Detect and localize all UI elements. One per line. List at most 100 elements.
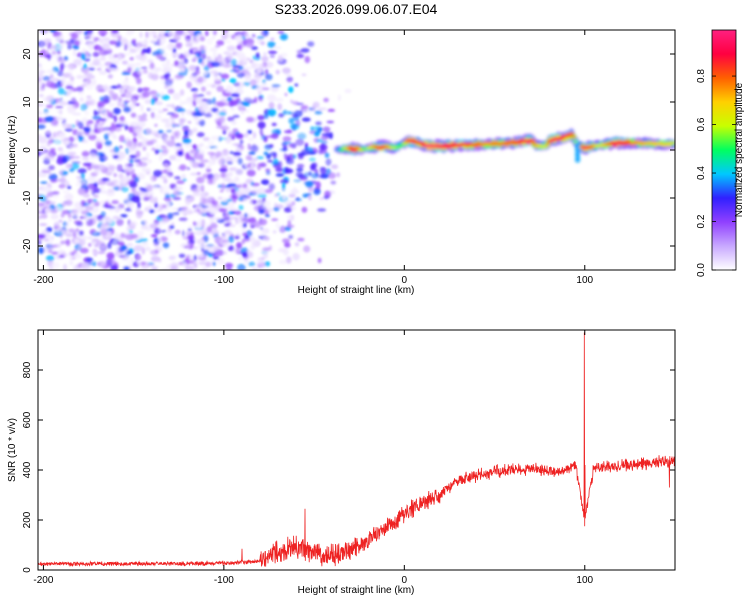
spectrogram-cell <box>187 243 191 250</box>
spectrogram-cell <box>121 71 131 76</box>
spectrogram-cell <box>112 215 120 220</box>
spectrogram-cell <box>140 157 149 161</box>
spectrogram-cell <box>99 96 104 103</box>
spectrogram-cell <box>97 101 105 109</box>
spectrogram-cell <box>279 33 288 41</box>
spectrogram-cell <box>111 58 119 65</box>
spectrogram-cell <box>275 69 280 75</box>
spectrogram-cell <box>81 157 89 160</box>
spectrogram-cell <box>165 45 175 50</box>
spectrogram-cell <box>216 85 224 93</box>
spectrogram-cell <box>199 200 205 206</box>
spectrogram-cell <box>142 91 151 98</box>
spectrogram-cell <box>282 238 290 244</box>
spectrogram-cell <box>46 80 55 88</box>
spectrogram-cell <box>121 85 131 88</box>
spectrogram-cell <box>288 193 296 198</box>
spectrogram-cell <box>151 93 159 98</box>
spectrogram-cell <box>319 197 324 201</box>
spectrogram-cell <box>220 73 230 80</box>
spectrogram-cell <box>112 107 121 115</box>
spectrogram-cell <box>190 47 199 51</box>
spectrogram-cell <box>234 235 240 240</box>
spectrogram-cell <box>167 88 175 94</box>
spectrogram-cell <box>192 221 197 226</box>
spectrogram-cell <box>86 95 92 99</box>
spectrogram-cell <box>129 154 137 159</box>
spectrogram-cell <box>125 76 129 81</box>
spectrogram-cell <box>146 128 153 135</box>
spectrogram-cell <box>176 180 185 185</box>
ridge-cell <box>665 143 673 147</box>
spectrogram-cell <box>46 95 55 103</box>
x-tick-label: -100 <box>214 575 234 586</box>
spectrogram-cell <box>209 208 218 215</box>
spectrogram-cell <box>181 206 189 211</box>
spectrogram-cell <box>62 157 68 164</box>
spectrogram-cell <box>117 241 125 246</box>
spectrogram-cell <box>156 35 162 40</box>
y-tick-label: 10 <box>22 96 33 108</box>
spectrogram-cell <box>293 179 302 183</box>
spectrogram-cell <box>159 230 167 233</box>
spectrogram-cell <box>218 208 228 213</box>
spectrogram-cell <box>57 57 66 63</box>
spectrogram-cell <box>68 136 75 143</box>
spectrogram-cell <box>130 233 139 239</box>
spectrogram-cell <box>273 207 280 212</box>
spectrogram-cell <box>178 54 187 60</box>
spectrogram-cell <box>122 80 130 85</box>
spectrogram-cell <box>186 230 191 235</box>
spectrogram-cell <box>64 128 73 132</box>
spectrogram-cell <box>63 263 67 270</box>
spectrogram-cell <box>91 164 100 169</box>
spectrogram-cell <box>188 65 197 71</box>
spectrogram-cell <box>269 151 277 157</box>
spectrogram-cell <box>143 220 148 225</box>
spectrogram-cell <box>227 236 235 243</box>
spectrogram-cell <box>200 60 205 67</box>
spectrogram-cell <box>190 172 199 176</box>
spectrogram-cell <box>126 207 131 211</box>
spectrogram-cell <box>198 261 207 266</box>
spectrogram-cell <box>235 219 240 224</box>
spectrogram-cell <box>70 97 76 103</box>
spectrogram-cell <box>123 236 132 239</box>
spectrogram-cell <box>172 92 181 101</box>
spectrogram-cell <box>96 107 105 112</box>
spectrogram-cell <box>242 238 251 242</box>
spectrogram-cell <box>79 247 89 254</box>
ridge-cell <box>401 142 408 145</box>
spectrogram-cell <box>155 143 160 151</box>
spectrogram-cell <box>93 109 97 117</box>
spectrogram-cell <box>177 151 184 156</box>
spectrogram-cell <box>290 142 297 149</box>
spectrogram-cell <box>153 170 163 178</box>
spectrogram-cell <box>41 169 51 174</box>
spectrogram-cell <box>233 151 242 157</box>
spectrogram-cell <box>261 228 265 235</box>
spectrogram-cell <box>161 145 167 149</box>
spectrogram-cell <box>253 73 263 79</box>
spectrogram-cell <box>108 67 118 72</box>
spectrogram-cell <box>69 256 74 261</box>
spectrogram-cell <box>96 215 103 221</box>
spectrogram-cell <box>202 75 207 83</box>
spectrogram-cell <box>62 72 72 78</box>
spectrogram-cell <box>268 50 278 54</box>
spectrogram-cell <box>292 252 300 261</box>
spectrogram-cell <box>164 53 168 57</box>
spectrogram-cell <box>227 183 237 187</box>
spectrogram-cell <box>301 73 307 77</box>
spectrogram-cell <box>159 217 169 225</box>
spectrogram-cell <box>280 52 288 58</box>
spectrogram-cell <box>113 115 118 123</box>
spectrogram-cell <box>245 71 249 77</box>
spectrogram-cell <box>307 41 315 47</box>
spectrogram-cell <box>248 137 254 141</box>
colorbar-tick-label: 0.0 <box>696 263 707 277</box>
spectrogram-cell <box>38 70 46 74</box>
spectrogram-cell <box>50 148 56 152</box>
spectrogram-cell <box>248 151 256 155</box>
spectrogram-cell <box>192 144 198 150</box>
